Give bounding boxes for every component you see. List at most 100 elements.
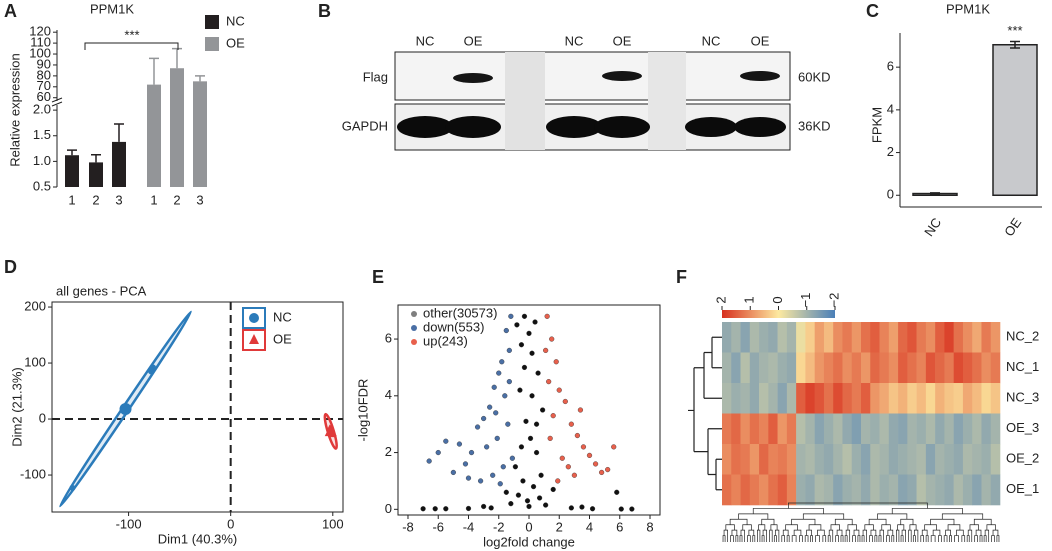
point xyxy=(526,330,532,336)
heatmap-cell xyxy=(777,322,788,353)
y-tick-label: 100 xyxy=(29,45,51,60)
point xyxy=(521,313,528,319)
heatmap-cell xyxy=(953,413,964,445)
chart-title: all genes - PCA xyxy=(56,283,147,298)
point xyxy=(562,398,568,405)
point xyxy=(512,464,518,470)
heatmap-cell xyxy=(861,383,871,414)
heatmap-cell xyxy=(907,474,917,506)
blot-band xyxy=(594,116,650,138)
y-tick-label: 4 xyxy=(385,387,392,402)
point xyxy=(517,387,523,393)
legend-marker xyxy=(249,313,259,323)
row-dendrogram xyxy=(688,336,722,491)
annotation: *** xyxy=(1007,23,1022,38)
heatmap-cell xyxy=(879,322,890,353)
point xyxy=(568,421,574,427)
heatmap-cell xyxy=(842,413,853,445)
legend-marker xyxy=(411,339,417,345)
bar xyxy=(112,141,126,187)
heatmap-cell xyxy=(981,413,992,445)
heatmap-cell xyxy=(879,444,890,475)
point xyxy=(556,387,562,393)
heatmap-cell xyxy=(722,322,732,353)
column-dendrogram xyxy=(722,502,1000,542)
blot-band xyxy=(602,71,642,81)
colorbar-label: −1 xyxy=(798,293,813,308)
heatmap-cell xyxy=(898,322,908,353)
point xyxy=(574,432,581,439)
point xyxy=(549,336,555,342)
heatmap-cell xyxy=(805,383,815,414)
row-label: Flag xyxy=(363,69,388,84)
point xyxy=(499,359,505,365)
heatmap-cell xyxy=(759,322,769,353)
x-tick-label: 8 xyxy=(646,519,653,534)
error-bar xyxy=(149,57,159,85)
point xyxy=(474,424,481,430)
lane-label: NC xyxy=(416,33,435,48)
heatmap-cell xyxy=(981,322,992,353)
point xyxy=(496,370,502,376)
heatmap-cell xyxy=(981,352,992,384)
point xyxy=(547,435,553,441)
heatmap-cell xyxy=(916,383,927,414)
heatmap-cell xyxy=(962,474,973,506)
heatmap-cell xyxy=(925,413,936,445)
heatmap-cell xyxy=(972,444,982,475)
heatmap-cell xyxy=(814,352,825,384)
heatmap-cell xyxy=(907,413,917,445)
point xyxy=(506,379,512,385)
heatmap-cell xyxy=(898,444,908,475)
y-tick-label: -100 xyxy=(20,466,46,481)
y-tick-label: 70 xyxy=(37,78,51,93)
panel-label: D xyxy=(4,257,17,277)
x-tick-label: 6 xyxy=(616,519,623,534)
point xyxy=(618,506,624,512)
point xyxy=(443,506,449,512)
heatmap-cell xyxy=(898,383,908,414)
heatmap-cell xyxy=(916,444,927,475)
blot-smear xyxy=(648,52,686,150)
heatmap-cell xyxy=(935,383,945,414)
heatmap-cell xyxy=(879,413,890,445)
y-tick-label: 0 xyxy=(385,501,392,516)
point xyxy=(150,364,157,371)
heatmap-cell xyxy=(935,322,945,353)
y-tick-label: 1.0 xyxy=(33,153,51,168)
point xyxy=(530,484,537,490)
bar xyxy=(147,84,161,187)
bar xyxy=(65,155,79,187)
point xyxy=(420,506,426,512)
point xyxy=(487,404,493,410)
legend-marker xyxy=(411,311,417,317)
point xyxy=(599,469,605,476)
point xyxy=(538,472,544,478)
heatmap-cell xyxy=(786,322,797,353)
heatmap-cell xyxy=(768,352,778,384)
point xyxy=(508,313,514,319)
heatmap-cell xyxy=(759,444,769,475)
blot-band xyxy=(445,116,501,138)
heatmap-cell xyxy=(823,383,834,414)
heatmap-cell xyxy=(722,413,732,445)
x-tick-label: -6 xyxy=(432,519,444,534)
point xyxy=(535,370,541,376)
heatmap-cell xyxy=(749,444,760,475)
point xyxy=(559,455,565,461)
x-tick-label: NC xyxy=(921,215,944,239)
error-bar xyxy=(1010,40,1020,49)
heatmap-cell xyxy=(870,474,880,506)
heatmap-cell xyxy=(898,413,908,445)
bracket xyxy=(84,42,179,50)
heatmap-cell xyxy=(740,322,751,353)
blot-band xyxy=(734,117,786,137)
bar xyxy=(193,81,207,187)
heatmap-cell xyxy=(740,444,751,475)
heatmap-cell xyxy=(768,474,778,506)
heatmap-cell xyxy=(861,352,871,384)
y-tick-label: 200 xyxy=(24,298,46,313)
y-tick-label: 100 xyxy=(24,354,46,369)
heatmap-cell xyxy=(740,474,751,506)
heatmap-cell xyxy=(722,444,732,475)
